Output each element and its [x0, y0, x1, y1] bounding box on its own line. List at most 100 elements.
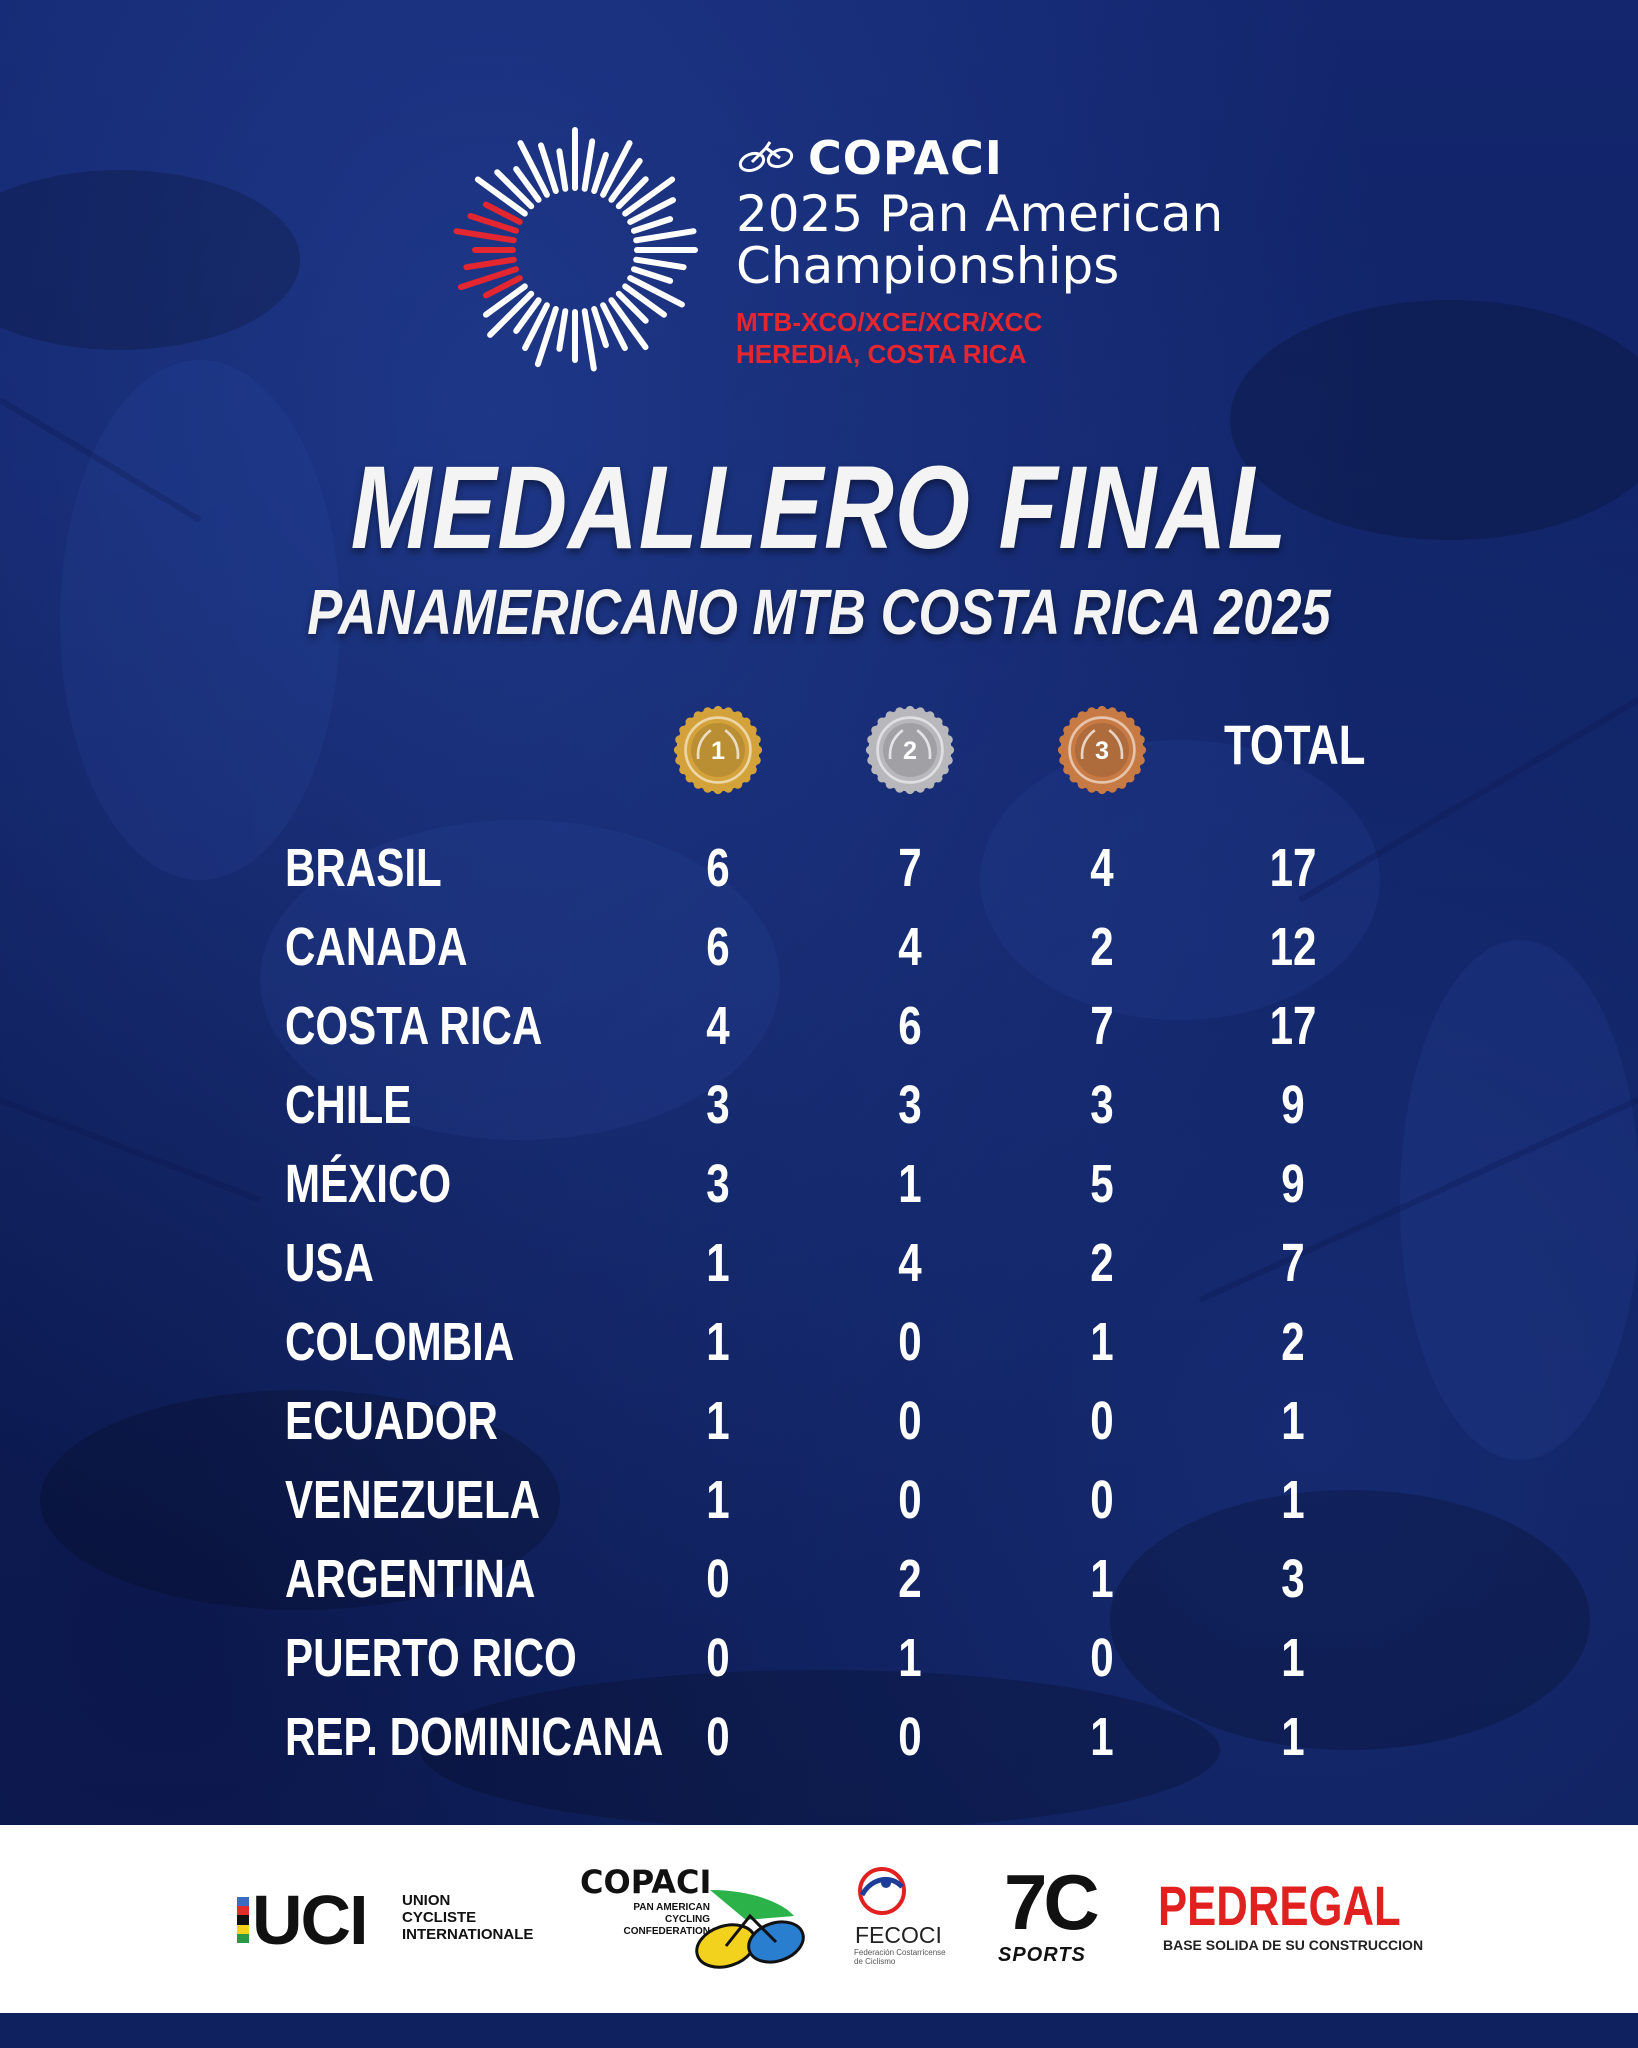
bronze-count: 1 — [1090, 1549, 1114, 1609]
uci-subtitle-line: CYCLISTE — [402, 1909, 477, 1926]
7c-sports-logo: 7C — [1004, 1858, 1100, 1946]
gold-medal-icon: 1 — [673, 705, 763, 795]
table-row-rep-dominicana: REP. DOMINICANA 0 0 1 1 — [0, 1692, 1638, 1771]
uci-subtitle-line: INTERNATIONALE — [402, 1926, 534, 1943]
fecoci-emblem-icon — [858, 1867, 906, 1915]
gold-count: 3 — [706, 1154, 730, 1214]
gold-count: 0 — [706, 1549, 730, 1609]
country-name: ARGENTINA — [285, 1549, 536, 1609]
silver-count: 2 — [898, 1549, 922, 1609]
table-row-costa-rica: COSTA RICA 4 6 7 17 — [0, 981, 1638, 1060]
total-count: 7 — [1281, 1233, 1305, 1293]
table-row-usa: USA 1 4 2 7 — [0, 1218, 1638, 1297]
gold-count: 6 — [706, 838, 730, 898]
page-subtitle: PANAMERICANO MTB COSTA RICA 2025 — [307, 576, 1331, 648]
footer-bottom-strip — [0, 2013, 1638, 2048]
total-count: 17 — [1269, 996, 1317, 1056]
fecoci-logo: FECOCI — [855, 1922, 942, 1948]
copaci-footer-logo: COPACI — [580, 1863, 712, 1901]
silver-count: 1 — [898, 1628, 922, 1688]
total-count: 9 — [1281, 1075, 1305, 1135]
uci-logo-subtitle: UNION CYCLISTE INTERNATIONALE — [402, 1892, 533, 1943]
country-name: VENEZUELA — [285, 1470, 541, 1530]
copaci-subtitle-line: CYCLING — [665, 1914, 710, 1925]
bronze-count: 5 — [1090, 1154, 1114, 1214]
table-row-ecuador: ECUADOR 1 0 0 1 — [0, 1376, 1638, 1455]
silver-medal-icon: 2 — [865, 705, 955, 795]
silver-count: 4 — [898, 917, 922, 977]
gold-count: 1 — [706, 1312, 730, 1372]
uci-subtitle-line: UNION — [402, 1892, 451, 1909]
country-name: ECUADOR — [285, 1391, 498, 1451]
7c-sports-tagline: SPORTS — [998, 1944, 1086, 1966]
uci-logo: UCI — [252, 1881, 369, 1959]
bronze-count: 0 — [1090, 1391, 1114, 1451]
silver-count: 0 — [898, 1707, 922, 1767]
uci-rainbow-bars-icon — [237, 1897, 249, 1943]
medal-rank-number: 3 — [1095, 737, 1109, 765]
copaci-brand-name: COPACI — [808, 131, 1003, 185]
table-row-canada: CANADA 6 4 2 12 — [0, 902, 1638, 981]
total-count: 1 — [1281, 1707, 1305, 1767]
event-location: HEREDIA, COSTA RICA — [736, 339, 1027, 369]
silver-count: 0 — [898, 1470, 922, 1530]
gold-count: 0 — [706, 1628, 730, 1688]
bicycle-icon — [738, 141, 794, 173]
silver-count: 4 — [898, 1233, 922, 1293]
total-count: 9 — [1281, 1154, 1305, 1214]
medal-rank-number: 1 — [711, 737, 725, 765]
bronze-count: 2 — [1090, 917, 1114, 977]
table-row-puerto-rico: PUERTO RICO 0 1 0 1 — [0, 1613, 1638, 1692]
country-name: PUERTO RICO — [285, 1628, 577, 1688]
silver-count: 6 — [898, 996, 922, 1056]
country-name: REP. DOMINICANA — [285, 1707, 664, 1767]
bronze-medal-icon: 3 — [1057, 705, 1147, 795]
copaci-brand-row: COPACI — [736, 128, 1223, 188]
copaci-wheels-icon — [695, 1890, 805, 1969]
country-name: CANADA — [285, 917, 468, 977]
country-name: COSTA RICA — [285, 996, 543, 1056]
bronze-count: 1 — [1090, 1312, 1114, 1372]
total-count: 1 — [1281, 1470, 1305, 1530]
silver-count: 7 — [898, 838, 922, 898]
total-count: 12 — [1269, 917, 1317, 977]
silver-count: 0 — [898, 1312, 922, 1372]
table-row-chile: CHILE 3 3 3 9 — [0, 1060, 1638, 1139]
pedregal-logo-text: PEDREGAL — [1158, 1874, 1401, 1937]
pedregal-tagline: BASE SOLIDA DE SU CONSTRUCCION — [1163, 1937, 1424, 1953]
bronze-count: 0 — [1090, 1628, 1114, 1688]
event-disciplines: MTB-XCO/XCE/XCR/XCC — [736, 307, 1043, 337]
copaci-burst-logo — [453, 127, 698, 372]
table-row-brasil: BRASIL 6 7 4 17 — [0, 823, 1638, 902]
page-title: MEDALLERO FINAL — [350, 442, 1288, 574]
copaci-footer-subtitle: PAN AMERICAN CYCLING CONFEDERATION — [614, 1902, 710, 1938]
fecoci-tagline: Federación Costarricense de Ciclismo — [854, 1948, 946, 1966]
table-row-argentina: ARGENTINA 0 2 1 3 — [0, 1534, 1638, 1613]
gold-count: 3 — [706, 1075, 730, 1135]
copaci-subtitle-line: CONFEDERATION — [623, 1926, 710, 1937]
bronze-count: 3 — [1090, 1075, 1114, 1135]
bronze-count: 1 — [1090, 1707, 1114, 1767]
total-count: 2 — [1281, 1312, 1305, 1372]
medal-rank-number: 2 — [903, 737, 917, 765]
pedregal-logo: PEDREGAL — [1158, 1876, 1469, 1936]
total-count: 17 — [1269, 838, 1317, 898]
bronze-count: 2 — [1090, 1233, 1114, 1293]
total-column-header: TOTAL — [1190, 712, 1400, 777]
bronze-count: 4 — [1090, 838, 1114, 898]
country-name: CHILE — [285, 1075, 412, 1135]
event-title-line2: Championships — [736, 237, 1120, 295]
gold-count: 1 — [706, 1470, 730, 1530]
sponsor-footer — [0, 1825, 1638, 2013]
gold-count: 6 — [706, 917, 730, 977]
gold-count: 0 — [706, 1707, 730, 1767]
bronze-count: 0 — [1090, 1470, 1114, 1530]
total-count: 1 — [1281, 1391, 1305, 1451]
gold-count: 1 — [706, 1233, 730, 1293]
silver-count: 0 — [898, 1391, 922, 1451]
bronze-count: 7 — [1090, 996, 1114, 1056]
country-name: BRASIL — [285, 838, 442, 898]
gold-count: 1 — [706, 1391, 730, 1451]
event-title-line1: 2025 Pan American — [736, 185, 1224, 243]
